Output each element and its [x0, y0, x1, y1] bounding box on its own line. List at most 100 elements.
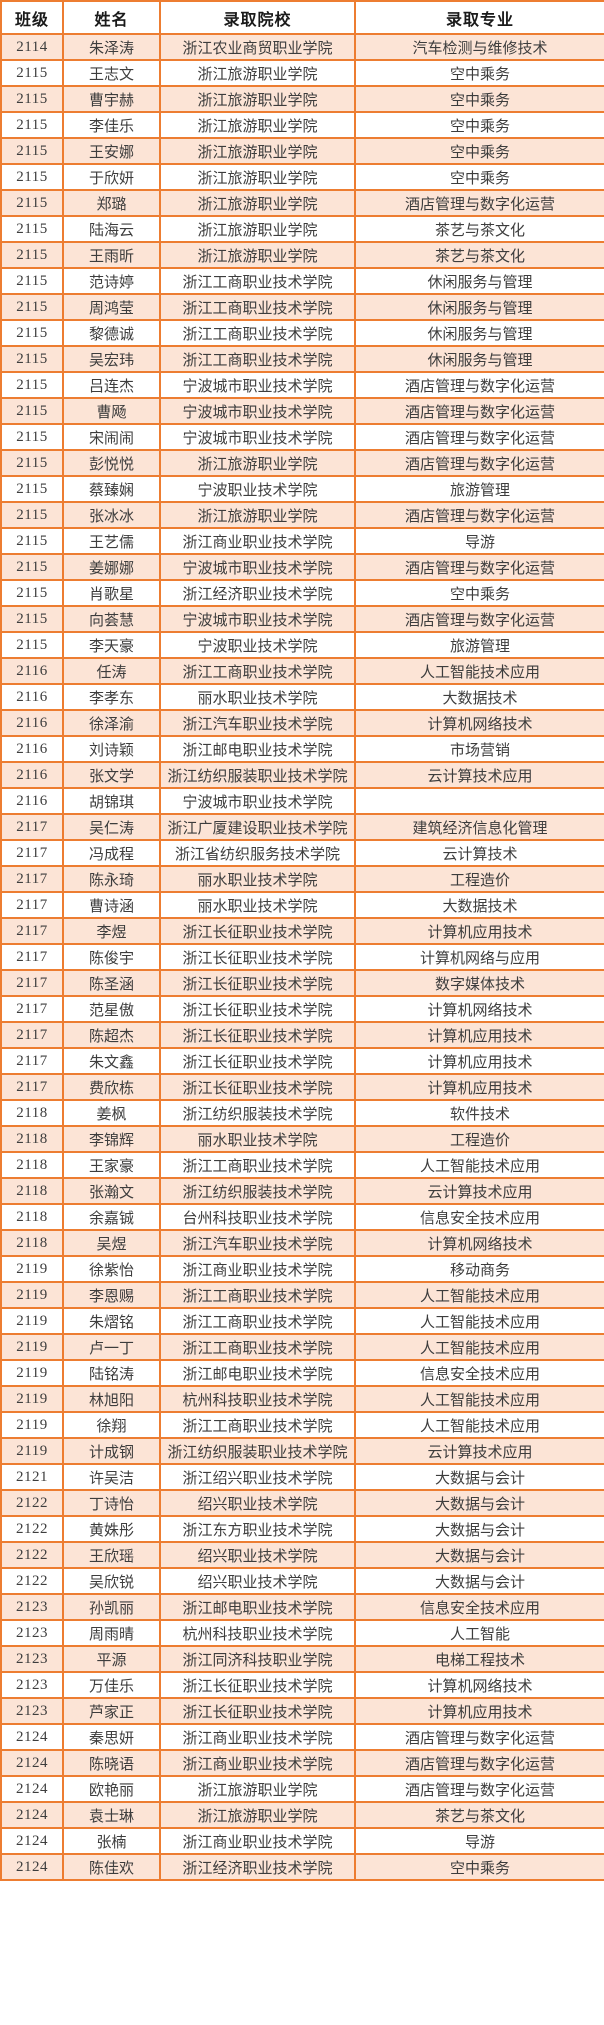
- table-row: 2118 王家豪 浙江工商职业技术学院 人工智能技术应用: [0, 1151, 604, 1179]
- cell-class: 2115: [0, 215, 64, 243]
- table-row: 2122 丁诗怡 绍兴职业技术学院 大数据与会计: [0, 1489, 604, 1517]
- table-row: 2115 王雨昕 浙江旅游职业学院 茶艺与茶文化: [0, 241, 604, 269]
- cell-college: 浙江商业职业技术学院: [159, 527, 356, 555]
- cell-college: 台州科技职业技术学院: [159, 1203, 356, 1231]
- cell-name: 姜枫: [62, 1099, 161, 1127]
- cell-college: 浙江工商职业技术学院: [159, 293, 356, 321]
- cell-name: 冯成程: [62, 839, 161, 867]
- cell-name: 任涛: [62, 657, 161, 685]
- cell-college: 绍兴职业技术学院: [159, 1489, 356, 1517]
- table-row: 2115 王艺儒 浙江商业职业技术学院 导游: [0, 527, 604, 555]
- cell-major: 大数据技术: [354, 683, 604, 711]
- cell-major: 休闲服务与管理: [354, 319, 604, 347]
- cell-name: 宋闹闹: [62, 423, 161, 451]
- cell-class: 2115: [0, 189, 64, 217]
- cell-college: 浙江工商职业技术学院: [159, 345, 356, 373]
- cell-class: 2115: [0, 501, 64, 529]
- table-row: 2124 欧艳丽 浙江旅游职业学院 酒店管理与数字化运营: [0, 1775, 604, 1803]
- cell-name: 肖歌星: [62, 579, 161, 607]
- cell-class: 2115: [0, 319, 64, 347]
- cell-class: 2115: [0, 553, 64, 581]
- cell-class: 2115: [0, 241, 64, 269]
- cell-major: 汽车检测与维修技术: [354, 33, 604, 61]
- cell-name: 黎德诚: [62, 319, 161, 347]
- cell-major: 计算机应用技术: [354, 917, 604, 945]
- cell-name: 万佳乐: [62, 1671, 161, 1699]
- cell-major: 空中乘务: [354, 59, 604, 87]
- cell-class: 2115: [0, 605, 64, 633]
- header-row: 班级 姓名 录取院校 录取专业: [0, 0, 604, 35]
- table-row: 2117 陈圣涵 浙江长征职业技术学院 数字媒体技术: [0, 969, 604, 997]
- table-row: 2115 李天豪 宁波职业技术学院 旅游管理: [0, 631, 604, 659]
- cell-name: 李佳乐: [62, 111, 161, 139]
- cell-major: 计算机网络技术: [354, 709, 604, 737]
- cell-major: 建筑经济信息化管理: [354, 813, 604, 841]
- cell-college: 浙江农业商贸职业学院: [159, 33, 356, 61]
- cell-college: 宁波城市职业技术学院: [159, 553, 356, 581]
- cell-name: 徐紫怡: [62, 1255, 161, 1283]
- cell-class: 2117: [0, 995, 64, 1023]
- cell-major: 休闲服务与管理: [354, 293, 604, 321]
- cell-class: 2118: [0, 1177, 64, 1205]
- table-row: 2116 李孝东 丽水职业技术学院 大数据技术: [0, 683, 604, 711]
- cell-name: 李天豪: [62, 631, 161, 659]
- cell-major: 计算机应用技术: [354, 1073, 604, 1101]
- column-header-college: 录取院校: [159, 0, 356, 35]
- cell-class: 2119: [0, 1255, 64, 1283]
- cell-college: 浙江长征职业技术学院: [159, 1021, 356, 1049]
- cell-major: 大数据与会计: [354, 1541, 604, 1569]
- cell-name: 周鸿莹: [62, 293, 161, 321]
- cell-name: 王雨昕: [62, 241, 161, 269]
- cell-major: 计算机网络与应用: [354, 943, 604, 971]
- cell-college: 浙江工商职业技术学院: [159, 1281, 356, 1309]
- cell-college: 宁波城市职业技术学院: [159, 605, 356, 633]
- cell-class: 2115: [0, 293, 64, 321]
- cell-name: 曹宇赫: [62, 85, 161, 113]
- table-row: 2116 胡锦琪 宁波城市职业技术学院: [0, 787, 604, 815]
- table-row: 2117 费欣栋 浙江长征职业技术学院 计算机应用技术: [0, 1073, 604, 1101]
- cell-major: 人工智能技术应用: [354, 1411, 604, 1439]
- cell-major: 信息安全技术应用: [354, 1593, 604, 1621]
- cell-major: 数字媒体技术: [354, 969, 604, 997]
- table-body: 2114 朱泽涛 浙江农业商贸职业学院 汽车检测与维修技术 2115 王志文 浙江旅游职业学…: [0, 33, 604, 1881]
- cell-class: 2119: [0, 1333, 64, 1361]
- cell-major: 酒店管理与数字化运营: [354, 371, 604, 399]
- cell-name: 徐泽渝: [62, 709, 161, 737]
- cell-name: 徐翔: [62, 1411, 161, 1439]
- cell-name: 于欣妍: [62, 163, 161, 191]
- cell-class: 2115: [0, 449, 64, 477]
- table-row: 2115 肖歌星 浙江经济职业技术学院 空中乘务: [0, 579, 604, 607]
- cell-college: 浙江旅游职业学院: [159, 137, 356, 165]
- table-row: 2115 吕连杰 宁波城市职业技术学院 酒店管理与数字化运营: [0, 371, 604, 399]
- cell-major: 大数据与会计: [354, 1489, 604, 1517]
- admission-results-table: 班级 姓名 录取院校 录取专业 2114 朱泽涛 浙江农业商贸职业学院 汽车检测与维修技术 2…: [0, 0, 604, 1881]
- cell-name: 李恩赐: [62, 1281, 161, 1309]
- cell-name: 胡锦琪: [62, 787, 161, 815]
- cell-college: 浙江长征职业技术学院: [159, 943, 356, 971]
- cell-college: 丽水职业技术学院: [159, 1125, 356, 1153]
- cell-name: 芦家正: [62, 1697, 161, 1725]
- cell-major: 信息安全技术应用: [354, 1203, 604, 1231]
- cell-major: 计算机网络技术: [354, 995, 604, 1023]
- cell-major: 酒店管理与数字化运营: [354, 1749, 604, 1777]
- table-row: 2118 李锦辉 丽水职业技术学院 工程造价: [0, 1125, 604, 1153]
- cell-name: 吕连杰: [62, 371, 161, 399]
- cell-class: 2115: [0, 85, 64, 113]
- cell-college: 浙江汽车职业技术学院: [159, 709, 356, 737]
- cell-name: 范星傲: [62, 995, 161, 1023]
- table-row: 2115 吴宏玮 浙江工商职业技术学院 休闲服务与管理: [0, 345, 604, 373]
- table-row: 2114 朱泽涛 浙江农业商贸职业学院 汽车检测与维修技术: [0, 33, 604, 61]
- cell-name: 张文学: [62, 761, 161, 789]
- cell-class: 2115: [0, 111, 64, 139]
- cell-major: 茶艺与茶文化: [354, 1801, 604, 1829]
- cell-college: 杭州科技职业技术学院: [159, 1619, 356, 1647]
- cell-class: 2123: [0, 1619, 64, 1647]
- cell-college: 浙江旅游职业学院: [159, 85, 356, 113]
- cell-name: 王艺儒: [62, 527, 161, 555]
- cell-class: 2117: [0, 1073, 64, 1101]
- cell-name: 平源: [62, 1645, 161, 1673]
- cell-major: 茶艺与茶文化: [354, 241, 604, 269]
- table-row: 2119 计成钢 浙江纺织服装职业技术学院 云计算技术应用: [0, 1437, 604, 1465]
- cell-name: 陈永琦: [62, 865, 161, 893]
- table-row: 2115 曹宇赫 浙江旅游职业学院 空中乘务: [0, 85, 604, 113]
